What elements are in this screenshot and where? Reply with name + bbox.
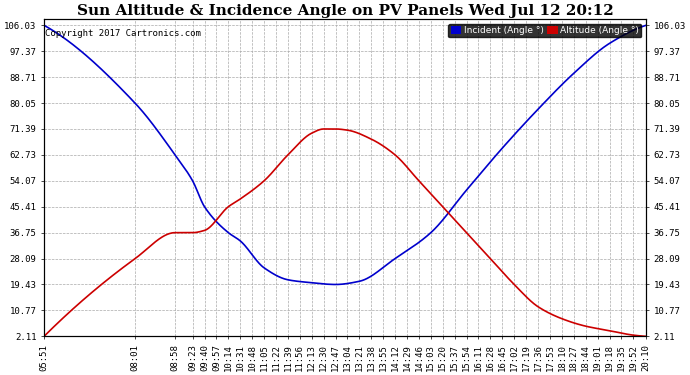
Text: Copyright 2017 Cartronics.com: Copyright 2017 Cartronics.com	[46, 29, 201, 38]
Legend: Incident (Angle °), Altitude (Angle °): Incident (Angle °), Altitude (Angle °)	[448, 24, 642, 38]
Title: Sun Altitude & Incidence Angle on PV Panels Wed Jul 12 20:12: Sun Altitude & Incidence Angle on PV Pan…	[77, 4, 613, 18]
